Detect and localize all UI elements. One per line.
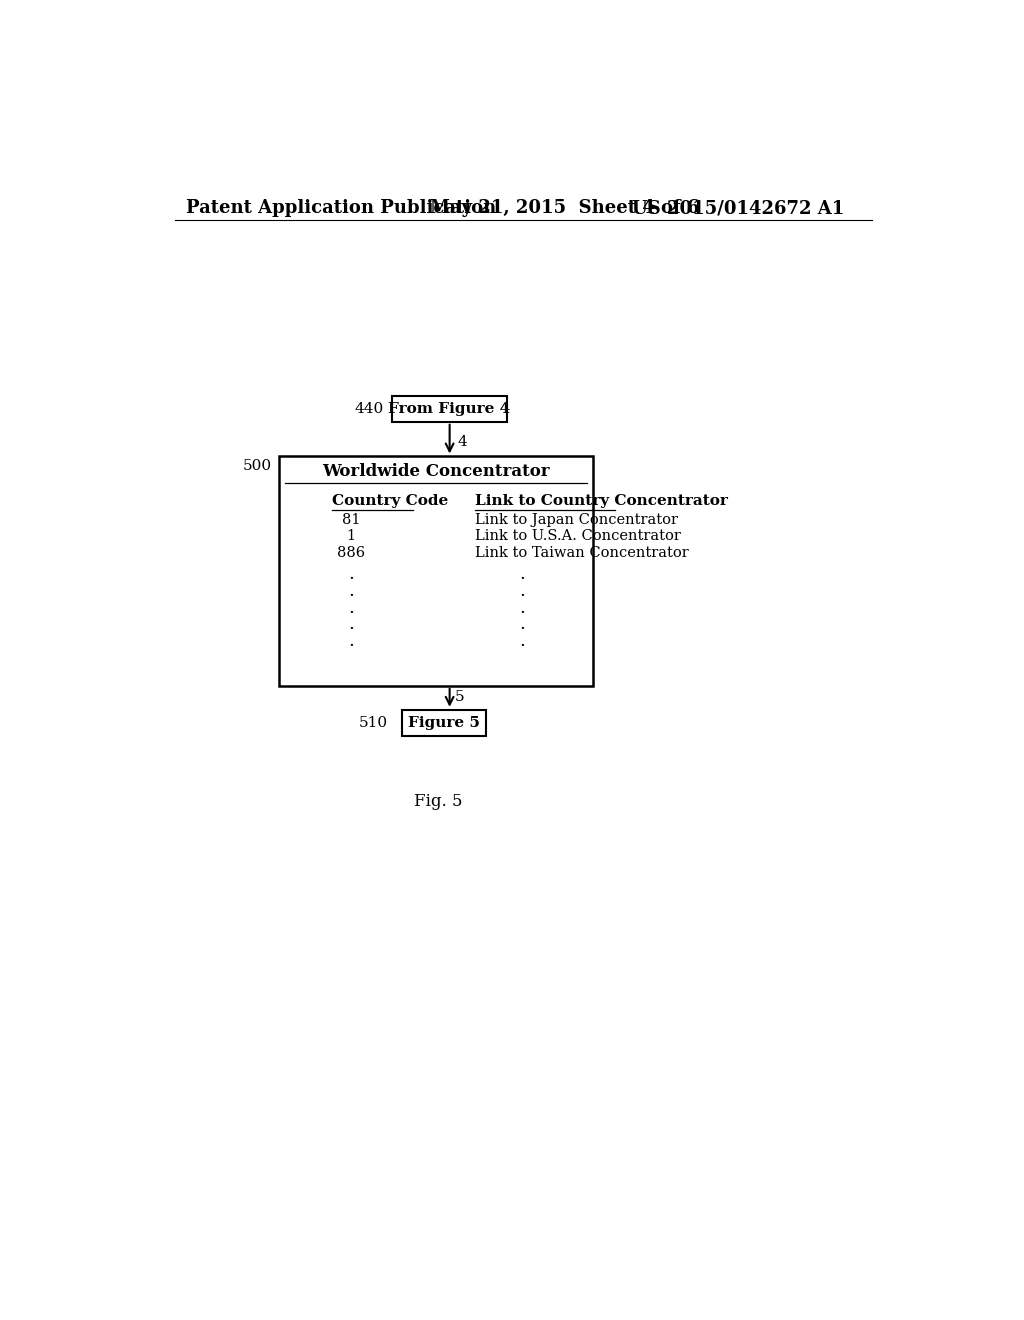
Text: Worldwide Concentrator: Worldwide Concentrator xyxy=(323,463,550,480)
Text: 5: 5 xyxy=(455,690,465,705)
Text: .: . xyxy=(519,598,524,616)
Text: Link to Taiwan Concentrator: Link to Taiwan Concentrator xyxy=(475,546,689,561)
Text: .: . xyxy=(348,598,354,616)
Text: 4: 4 xyxy=(458,434,467,449)
Text: Patent Application Publication: Patent Application Publication xyxy=(186,199,497,218)
Text: 500: 500 xyxy=(243,459,271,474)
FancyBboxPatch shape xyxy=(402,710,486,737)
Text: Figure 5: Figure 5 xyxy=(409,715,480,730)
Text: Link to Country Concentrator: Link to Country Concentrator xyxy=(475,494,728,508)
Text: .: . xyxy=(519,632,524,651)
Text: 886: 886 xyxy=(337,546,366,561)
Text: Country Code: Country Code xyxy=(332,494,449,508)
Text: .: . xyxy=(348,582,354,599)
Text: 440: 440 xyxy=(354,401,384,416)
Text: .: . xyxy=(348,632,354,651)
Text: .: . xyxy=(348,565,354,582)
FancyBboxPatch shape xyxy=(280,457,593,686)
FancyBboxPatch shape xyxy=(392,396,507,422)
Text: 1: 1 xyxy=(347,529,355,544)
Text: 510: 510 xyxy=(358,715,388,730)
Text: Link to U.S.A. Concentrator: Link to U.S.A. Concentrator xyxy=(475,529,681,544)
Text: May 21, 2015  Sheet 4 of 6: May 21, 2015 Sheet 4 of 6 xyxy=(430,199,699,218)
Text: From Figure 4: From Figure 4 xyxy=(388,401,511,416)
Text: .: . xyxy=(519,582,524,599)
Text: .: . xyxy=(519,565,524,582)
Text: .: . xyxy=(519,615,524,634)
Text: Link to Japan Concentrator: Link to Japan Concentrator xyxy=(475,512,678,527)
Text: .: . xyxy=(348,615,354,634)
Text: Fig. 5: Fig. 5 xyxy=(414,793,462,810)
Text: US 2015/0142672 A1: US 2015/0142672 A1 xyxy=(632,199,844,218)
Text: 81: 81 xyxy=(342,512,360,527)
